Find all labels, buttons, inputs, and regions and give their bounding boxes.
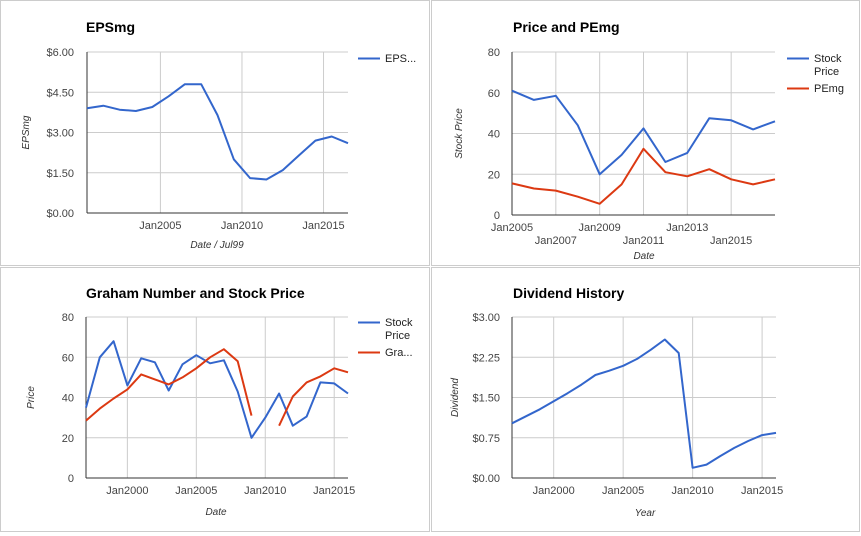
x-tick-label: Jan2015: [710, 235, 752, 247]
x-tick-label: Jan2000: [106, 485, 148, 497]
price-pe-chart: 020406080Jan2005Jan2007Jan2009Jan2011Jan…: [454, 47, 844, 262]
y-axis-title: Stock Price: [454, 108, 465, 159]
y-axis-title: Price: [26, 386, 37, 409]
y-tick-label: 40: [488, 129, 500, 141]
series-line: [85, 348, 253, 422]
series-line: [86, 83, 349, 181]
y-tick-label: $0.75: [472, 433, 500, 445]
x-tick-label: Jan2005: [139, 220, 181, 232]
x-tick-label: Jan2015: [313, 485, 355, 497]
y-tick-label: $6.00: [46, 47, 74, 59]
series-line: [511, 147, 776, 205]
y-tick-label: $3.00: [46, 128, 74, 140]
x-tick-label: Jan2005: [175, 485, 217, 497]
x-axis-title: Year: [635, 508, 656, 519]
x-tick-label: Jan2013: [666, 222, 708, 234]
series-line: [511, 89, 776, 176]
chart-title: Price and PEmg: [513, 19, 620, 35]
x-tick-label: Jan2010: [221, 220, 263, 232]
chart-title: Graham Number and Stock Price: [86, 285, 305, 301]
eps-chart-panel: EPSmg $0.00 $1.50 $3.00 $4.50 $6.00 Jan2005 Ja…: [1, 1, 429, 265]
x-tick-label: Jan2005: [602, 485, 644, 497]
x-tick-label: Jan2011: [623, 235, 664, 247]
y-tick-label: 80: [62, 312, 74, 324]
x-axis-title: Date: [633, 251, 655, 262]
y-tick-label: $4.50: [46, 87, 74, 99]
y-tick-label: 80: [488, 47, 500, 59]
y-tick-label: 40: [62, 393, 74, 405]
dividend-chart-panel: Dividend History $0.00 $0.75 $1.50 $2.25 $3.…: [432, 268, 859, 531]
y-axis-title: Dividend: [450, 378, 461, 417]
y-tick-label: $3.00: [472, 312, 500, 324]
series-line: [85, 340, 349, 439]
y-tick-label: 0: [68, 473, 74, 485]
dividend-chart: $0.00 $0.75 $1.50 $2.25 $3.00 Jan2000 Jan2005 J…: [450, 312, 783, 519]
x-tick-label: Jan2005: [491, 222, 533, 234]
x-axis-title: Date / Jul99: [190, 240, 244, 251]
legend-label: Price: [814, 66, 839, 78]
legend-label: EPS...: [385, 53, 416, 65]
legend-label: Stock: [385, 317, 413, 329]
x-tick-label: Jan2010: [244, 485, 286, 497]
y-tick-label: 20: [488, 169, 500, 181]
legend-label: PEmg: [814, 83, 844, 95]
x-tick-label: Jan2000: [533, 485, 575, 497]
chart-title: EPSmg: [86, 19, 136, 35]
y-tick-label: 0: [494, 210, 500, 222]
legend-label: Stock: [814, 53, 842, 65]
y-tick-label: $0.00: [46, 208, 74, 220]
y-tick-label: $1.50: [472, 393, 500, 405]
graham-chart-panel: Graham Number and Stock Price 0 20 40 60 80 J…: [1, 268, 429, 531]
y-tick-label: $1.50: [46, 168, 74, 180]
chart-title: Dividend History: [513, 285, 625, 301]
legend-label: Gra...: [385, 347, 413, 359]
y-tick-label: $0.00: [472, 473, 500, 485]
x-tick-label: Jan2009: [579, 222, 621, 234]
x-tick-label: Jan2010: [672, 485, 714, 497]
price-pe-chart-panel: Price and PEmg 0 20 40 60 80 Jan2005 Jan2007 Ja…: [432, 1, 859, 265]
eps-chart: $0.00 $1.50 $3.00 $4.50 $6.00 Jan2005 Jan2010 J…: [21, 47, 416, 251]
y-axis-title: EPSmg: [21, 115, 32, 149]
graham-chart: 0 20 40 60 80 Jan2000 Jan2005 Jan2010 Jan2015 Dat…: [26, 312, 413, 518]
x-axis-title: Date: [205, 507, 227, 518]
y-tick-label: $2.25: [472, 352, 500, 364]
y-tick-label: 60: [62, 352, 74, 364]
y-tick-label: 20: [62, 433, 74, 445]
y-tick-label: 60: [488, 88, 500, 100]
series-line: [511, 338, 777, 469]
x-tick-label: Jan2007: [535, 235, 577, 247]
x-tick-label: Jan2015: [302, 220, 344, 232]
series-line: [278, 367, 349, 427]
x-tick-label: Jan2015: [741, 485, 783, 497]
legend-label: Price: [385, 330, 410, 342]
